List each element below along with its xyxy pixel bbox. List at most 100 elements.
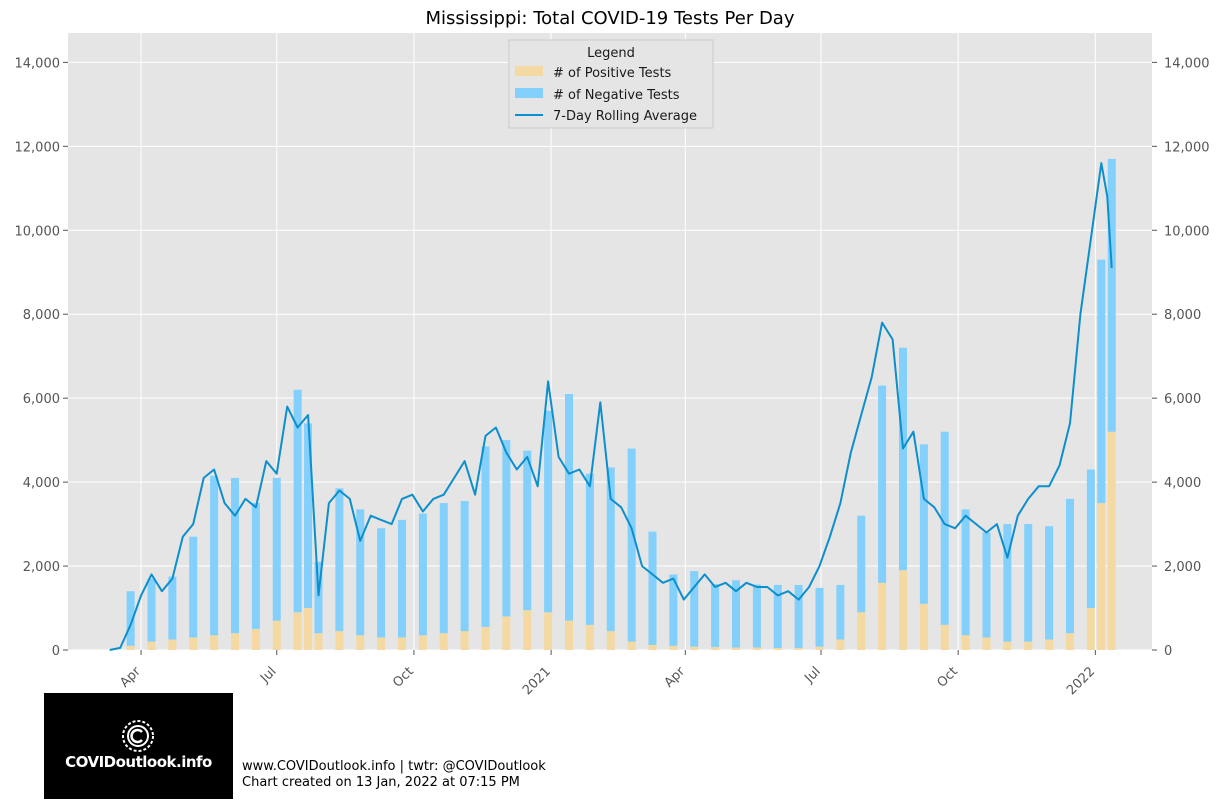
y-tick-label-left: 14,000 <box>15 56 61 71</box>
bar-positive <box>961 635 970 650</box>
bar-negative <box>1065 498 1074 634</box>
bar-positive <box>711 647 720 650</box>
bar-negative <box>961 509 970 636</box>
bar-negative <box>1107 158 1116 432</box>
bar-positive <box>669 645 678 650</box>
footer: www.COVIDoutlook.info | twtr: @COVIDoutl… <box>242 759 546 791</box>
bar-negative <box>460 500 469 632</box>
bar-positive <box>1024 641 1033 650</box>
legend-label-negative: # of Negative Tests <box>553 88 680 103</box>
bar-negative <box>711 584 720 648</box>
bar-negative <box>794 584 803 648</box>
x-tick-label: Oct <box>934 664 961 691</box>
bar-positive <box>982 637 991 650</box>
bar-negative <box>397 519 406 638</box>
bar-positive <box>293 612 302 650</box>
bar-negative <box>585 473 594 625</box>
rolling-average-line <box>109 162 1113 651</box>
x-tick-label: Oct <box>390 664 417 691</box>
bar-negative <box>731 580 740 648</box>
bar-negative <box>669 574 678 646</box>
x-tick-label: 2021 <box>520 664 554 698</box>
bar-positive <box>460 631 469 650</box>
y-tick-label-left: 4,000 <box>23 476 60 491</box>
bar-negative <box>1003 524 1012 642</box>
y-tick-label-left: 0 <box>52 644 60 659</box>
bar-positive <box>272 620 281 650</box>
bar-positive <box>335 631 344 650</box>
bar-positive <box>304 608 313 650</box>
bar-negative <box>168 576 177 640</box>
y-tick-label-left: 12,000 <box>15 140 61 155</box>
y-tick-label-left: 6,000 <box>23 392 60 407</box>
footer-created: Chart created on 13 Jan, 2022 at 07:15 P… <box>242 775 520 790</box>
bar-negative <box>1024 524 1033 642</box>
bar-positive <box>857 612 866 650</box>
bar-positive <box>397 637 406 650</box>
bar-positive <box>627 641 636 650</box>
bar-negative <box>606 467 615 632</box>
bar-negative <box>147 578 156 642</box>
bar-positive <box>690 646 699 650</box>
bar-positive <box>356 635 365 650</box>
y-tick-label-right: 4,000 <box>1164 476 1201 491</box>
bar-positive <box>189 637 198 650</box>
bars <box>126 158 1116 650</box>
bar-negative <box>919 444 928 604</box>
x-tick-label: Jul <box>801 664 823 686</box>
bar-negative <box>878 385 887 583</box>
bar-negative <box>189 536 198 638</box>
bar-positive <box>898 570 907 650</box>
bar-negative <box>335 488 344 632</box>
bar-positive <box>1003 641 1012 650</box>
bar-negative <box>1045 526 1054 640</box>
x-tick-label: 2022 <box>1064 664 1098 698</box>
logo-text: COVIDoutlook.info <box>65 753 212 771</box>
legend-label-rolling: 7-Day Rolling Average <box>553 109 697 124</box>
bar-positive <box>210 635 219 650</box>
bar-negative <box>690 571 699 647</box>
bar-positive <box>168 639 177 650</box>
y-tick-label-right: 0 <box>1164 644 1172 659</box>
bar-positive <box>523 610 532 650</box>
logo-icon <box>122 720 154 752</box>
bar-negative <box>544 410 553 613</box>
y-tick-label-right: 8,000 <box>1164 308 1201 323</box>
legend-label-positive: # of Positive Tests <box>553 66 672 81</box>
bar-negative <box>304 423 313 609</box>
bar-positive <box>544 612 553 650</box>
bar-positive <box>836 639 845 650</box>
footer-credits: www.COVIDoutlook.info | twtr: @COVIDoutl… <box>242 759 546 774</box>
bar-positive <box>1097 503 1106 650</box>
bar-positive <box>564 620 573 650</box>
bar-negative <box>773 584 782 648</box>
bar-negative <box>523 450 532 611</box>
bar-negative <box>815 587 824 647</box>
bar-positive <box>606 631 615 650</box>
x-tick-label: Apr <box>662 664 689 691</box>
bar-positive <box>251 629 260 650</box>
chart-title: Mississippi: Total COVID-19 Tests Per Da… <box>426 8 795 29</box>
bar-negative <box>377 528 386 638</box>
bar-negative <box>126 591 135 646</box>
x-tick-label: Jul <box>257 664 279 686</box>
y-tick-label-left: 2,000 <box>23 560 60 575</box>
bar-negative <box>627 448 636 642</box>
bar-negative <box>251 503 260 630</box>
x-tick-label: Apr <box>117 664 144 691</box>
bar-positive <box>1107 431 1116 650</box>
bar-negative <box>314 561 323 634</box>
bar-negative <box>564 393 573 621</box>
bar-negative <box>210 475 219 636</box>
rolling-average-layer <box>109 162 1113 651</box>
bar-negative <box>230 477 239 634</box>
y-tick-label-right: 14,000 <box>1164 56 1210 71</box>
y-tick-label-right: 10,000 <box>1164 224 1210 239</box>
y-tick-label-right: 6,000 <box>1164 392 1201 407</box>
bar-negative <box>418 513 427 636</box>
bar-negative <box>481 446 490 627</box>
bar-positive <box>418 635 427 650</box>
bar-positive <box>585 624 594 650</box>
bar-negative <box>356 509 365 636</box>
